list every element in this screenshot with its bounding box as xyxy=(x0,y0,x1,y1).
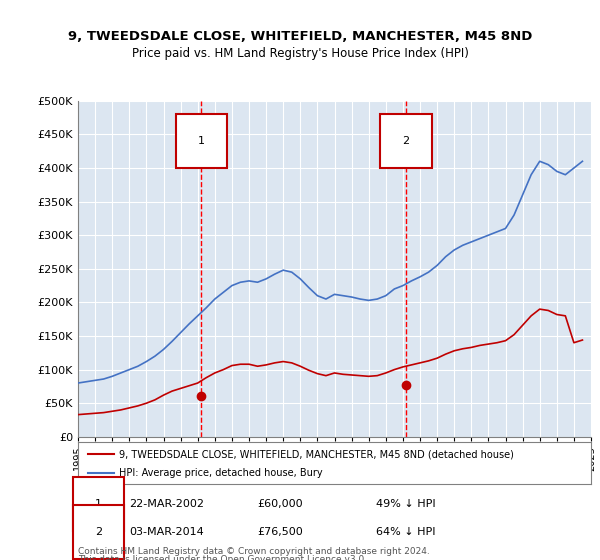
Text: £76,500: £76,500 xyxy=(257,527,303,537)
Text: This data is licensed under the Open Government Licence v3.0.: This data is licensed under the Open Gov… xyxy=(78,556,367,560)
Text: 49% ↓ HPI: 49% ↓ HPI xyxy=(376,499,435,509)
Text: 9, TWEEDSDALE CLOSE, WHITEFIELD, MANCHESTER, M45 8ND: 9, TWEEDSDALE CLOSE, WHITEFIELD, MANCHES… xyxy=(68,30,532,43)
Text: 2: 2 xyxy=(95,527,102,537)
Text: 1: 1 xyxy=(95,499,102,509)
Text: 22-MAR-2002: 22-MAR-2002 xyxy=(130,499,204,509)
Text: 1: 1 xyxy=(198,136,205,146)
Text: 03-MAR-2014: 03-MAR-2014 xyxy=(130,527,204,537)
Text: £60,000: £60,000 xyxy=(257,499,303,509)
Text: 64% ↓ HPI: 64% ↓ HPI xyxy=(376,527,435,537)
Text: Contains HM Land Registry data © Crown copyright and database right 2024.: Contains HM Land Registry data © Crown c… xyxy=(78,547,430,556)
Text: HPI: Average price, detached house, Bury: HPI: Average price, detached house, Bury xyxy=(119,468,323,478)
Text: 2: 2 xyxy=(402,136,409,146)
Text: 9, TWEEDSDALE CLOSE, WHITEFIELD, MANCHESTER, M45 8ND (detached house): 9, TWEEDSDALE CLOSE, WHITEFIELD, MANCHES… xyxy=(119,449,514,459)
Text: Price paid vs. HM Land Registry's House Price Index (HPI): Price paid vs. HM Land Registry's House … xyxy=(131,46,469,60)
